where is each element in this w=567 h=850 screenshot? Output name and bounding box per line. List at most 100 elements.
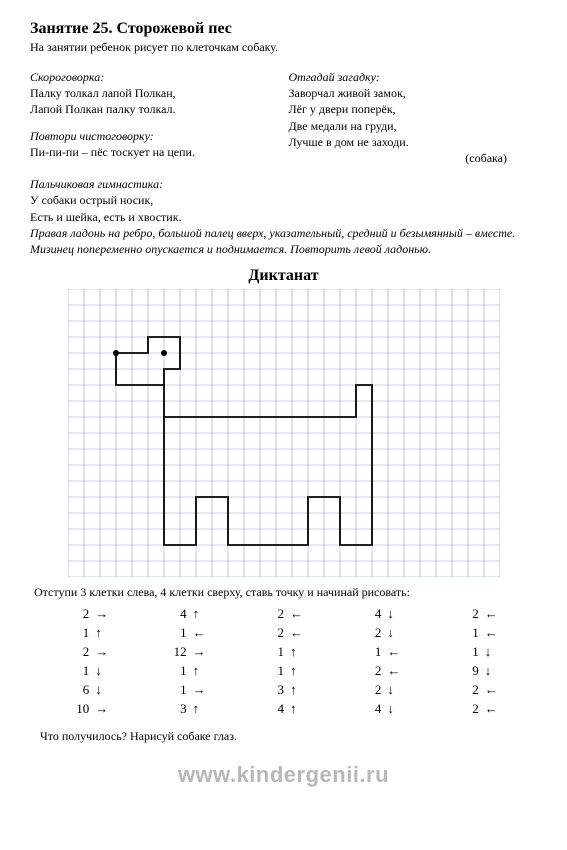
step-row: 4↑ <box>264 701 303 717</box>
finger-line: Есть и шейка, есть и хвостик. <box>30 209 537 225</box>
step-row: 9↓ <box>459 663 498 679</box>
step-row: 4↓ <box>361 606 400 622</box>
step-row: 4↓ <box>361 701 400 717</box>
step-number: 1 <box>361 644 381 660</box>
steps-column: 2→1↑2→1↓6↓10→ <box>69 606 108 717</box>
left-column: Скороговорка: Палку толкал лапой Полкан,… <box>30 69 279 176</box>
step-number: 1 <box>459 625 479 641</box>
step-row: 6↓ <box>69 682 108 698</box>
step-number: 2 <box>69 644 89 660</box>
finger-heading: Пальчиковая гимнастика: <box>30 177 163 191</box>
step-row: 1↑ <box>69 625 108 641</box>
arrow-up-icon: ↑ <box>290 682 297 698</box>
step-number: 4 <box>264 701 284 717</box>
arrow-left-icon: ← <box>485 606 498 622</box>
step-row: 2← <box>264 606 303 622</box>
arrow-left-icon: ← <box>387 663 400 679</box>
arrow-up-icon: ↑ <box>290 663 297 679</box>
riddle-line: Заворчал живой замок, <box>289 85 538 101</box>
arrow-left-icon: ← <box>485 625 498 641</box>
step-row: 1↓ <box>69 663 108 679</box>
arrow-down-icon: ↓ <box>387 682 394 698</box>
riddle-line: Лучше в дом не заходи. <box>289 134 538 150</box>
step-number: 2 <box>264 606 284 622</box>
tongue-twister-line: Лапой Полкан палку толкал. <box>30 101 279 117</box>
step-row: 1← <box>361 644 400 660</box>
arrow-right-icon: → <box>95 606 108 622</box>
diktant-title: Диктанат <box>30 267 537 285</box>
step-number: 1 <box>264 644 284 660</box>
arrow-up-icon: ↑ <box>290 644 297 660</box>
drawing-instruction: Отступи 3 клетки слева, 4 клетки сверху,… <box>34 585 537 600</box>
arrow-down-icon: ↓ <box>485 644 492 660</box>
riddle-line: Лёг у двери поперёк, <box>289 101 538 117</box>
step-number: 1 <box>459 644 479 660</box>
steps-column: 2←1←1↓9↓2←2← <box>459 606 498 717</box>
step-row: 2← <box>459 701 498 717</box>
step-row: 10→ <box>69 701 108 717</box>
step-number: 2 <box>459 701 479 717</box>
steps-column: 4↑1←12→1↑1→3↑ <box>167 606 206 717</box>
finger-instruction: Правая ладонь на ребро, большой палец вв… <box>30 226 515 256</box>
subtitle: На занятии ребенок рисует по клеточкам с… <box>30 40 537 55</box>
steps-column: 2←2←1↑1↑3↑4↑ <box>264 606 303 717</box>
step-row: 1↑ <box>264 644 303 660</box>
dog-grid-svg <box>68 289 500 577</box>
step-row: 12 → <box>167 644 206 660</box>
repeat-line: Пи-пи-пи – пёс тоскует на цепи. <box>30 144 279 160</box>
arrow-down-icon: ↓ <box>485 663 492 679</box>
step-number: 4 <box>361 606 381 622</box>
riddle-line: Две медали на груди, <box>289 118 538 134</box>
arrow-left-icon: ← <box>290 625 303 641</box>
step-number: 4 <box>167 606 187 622</box>
repeat-heading: Повтори чистоговорку: <box>30 128 279 144</box>
step-number: 4 <box>361 701 381 717</box>
step-number: 12 <box>167 644 187 660</box>
step-row: 1→ <box>167 682 206 698</box>
arrow-right-icon: → <box>95 644 108 660</box>
arrow-left-icon: ← <box>193 625 206 641</box>
page-title: Занятие 25. Сторожевой пес <box>30 20 537 38</box>
step-number: 2 <box>361 682 381 698</box>
step-row: 2→ <box>69 606 108 622</box>
step-row: 1↓ <box>459 644 498 660</box>
riddle-heading: Отгадай загадку: <box>289 69 538 85</box>
step-row: 1← <box>167 625 206 641</box>
step-row: 2← <box>361 663 400 679</box>
arrow-down-icon: ↓ <box>95 663 102 679</box>
step-row: 2← <box>459 682 498 698</box>
steps-column: 4↓2↓1←2←2↓4↓ <box>361 606 400 717</box>
final-question: Что получилось? Нарисуй собаке глаз. <box>40 729 537 744</box>
step-row: 3↑ <box>264 682 303 698</box>
step-row: 4↑ <box>167 606 206 622</box>
step-number: 1 <box>167 682 187 698</box>
step-number: 1 <box>167 625 187 641</box>
riddle-answer: (собака) <box>289 150 538 166</box>
step-number: 1 <box>69 625 89 641</box>
step-row: 1↑ <box>167 663 206 679</box>
finger-line: У собаки острый носик, <box>30 192 537 208</box>
steps-table: 2→1↑2→1↓6↓10→4↑1←12→1↑1→3↑2←2←1↑1↑3↑4↑4↓… <box>30 606 537 717</box>
step-number: 2 <box>361 663 381 679</box>
arrow-left-icon: ← <box>485 682 498 698</box>
step-number: 2 <box>361 625 381 641</box>
step-number: 2 <box>264 625 284 641</box>
step-number: 2 <box>459 606 479 622</box>
finger-exercise: Пальчиковая гимнастика: У собаки острый … <box>30 176 537 257</box>
tongue-twister-line: Палку толкал лапой Полкан, <box>30 85 279 101</box>
arrow-up-icon: ↑ <box>290 701 297 717</box>
step-number: 3 <box>264 682 284 698</box>
step-number: 2 <box>69 606 89 622</box>
step-row: 2↓ <box>361 682 400 698</box>
arrow-up-icon: ↑ <box>193 701 200 717</box>
tongue-twister-heading: Скороговорка: <box>30 69 279 85</box>
step-row: 3↑ <box>167 701 206 717</box>
step-row: 1↑ <box>264 663 303 679</box>
arrow-right-icon: → <box>193 644 206 660</box>
step-row: 1← <box>459 625 498 641</box>
step-row: 2→ <box>69 644 108 660</box>
arrow-left-icon: ← <box>387 644 400 660</box>
arrow-left-icon: ← <box>485 701 498 717</box>
arrow-left-icon: ← <box>290 606 303 622</box>
step-number: 9 <box>459 663 479 679</box>
